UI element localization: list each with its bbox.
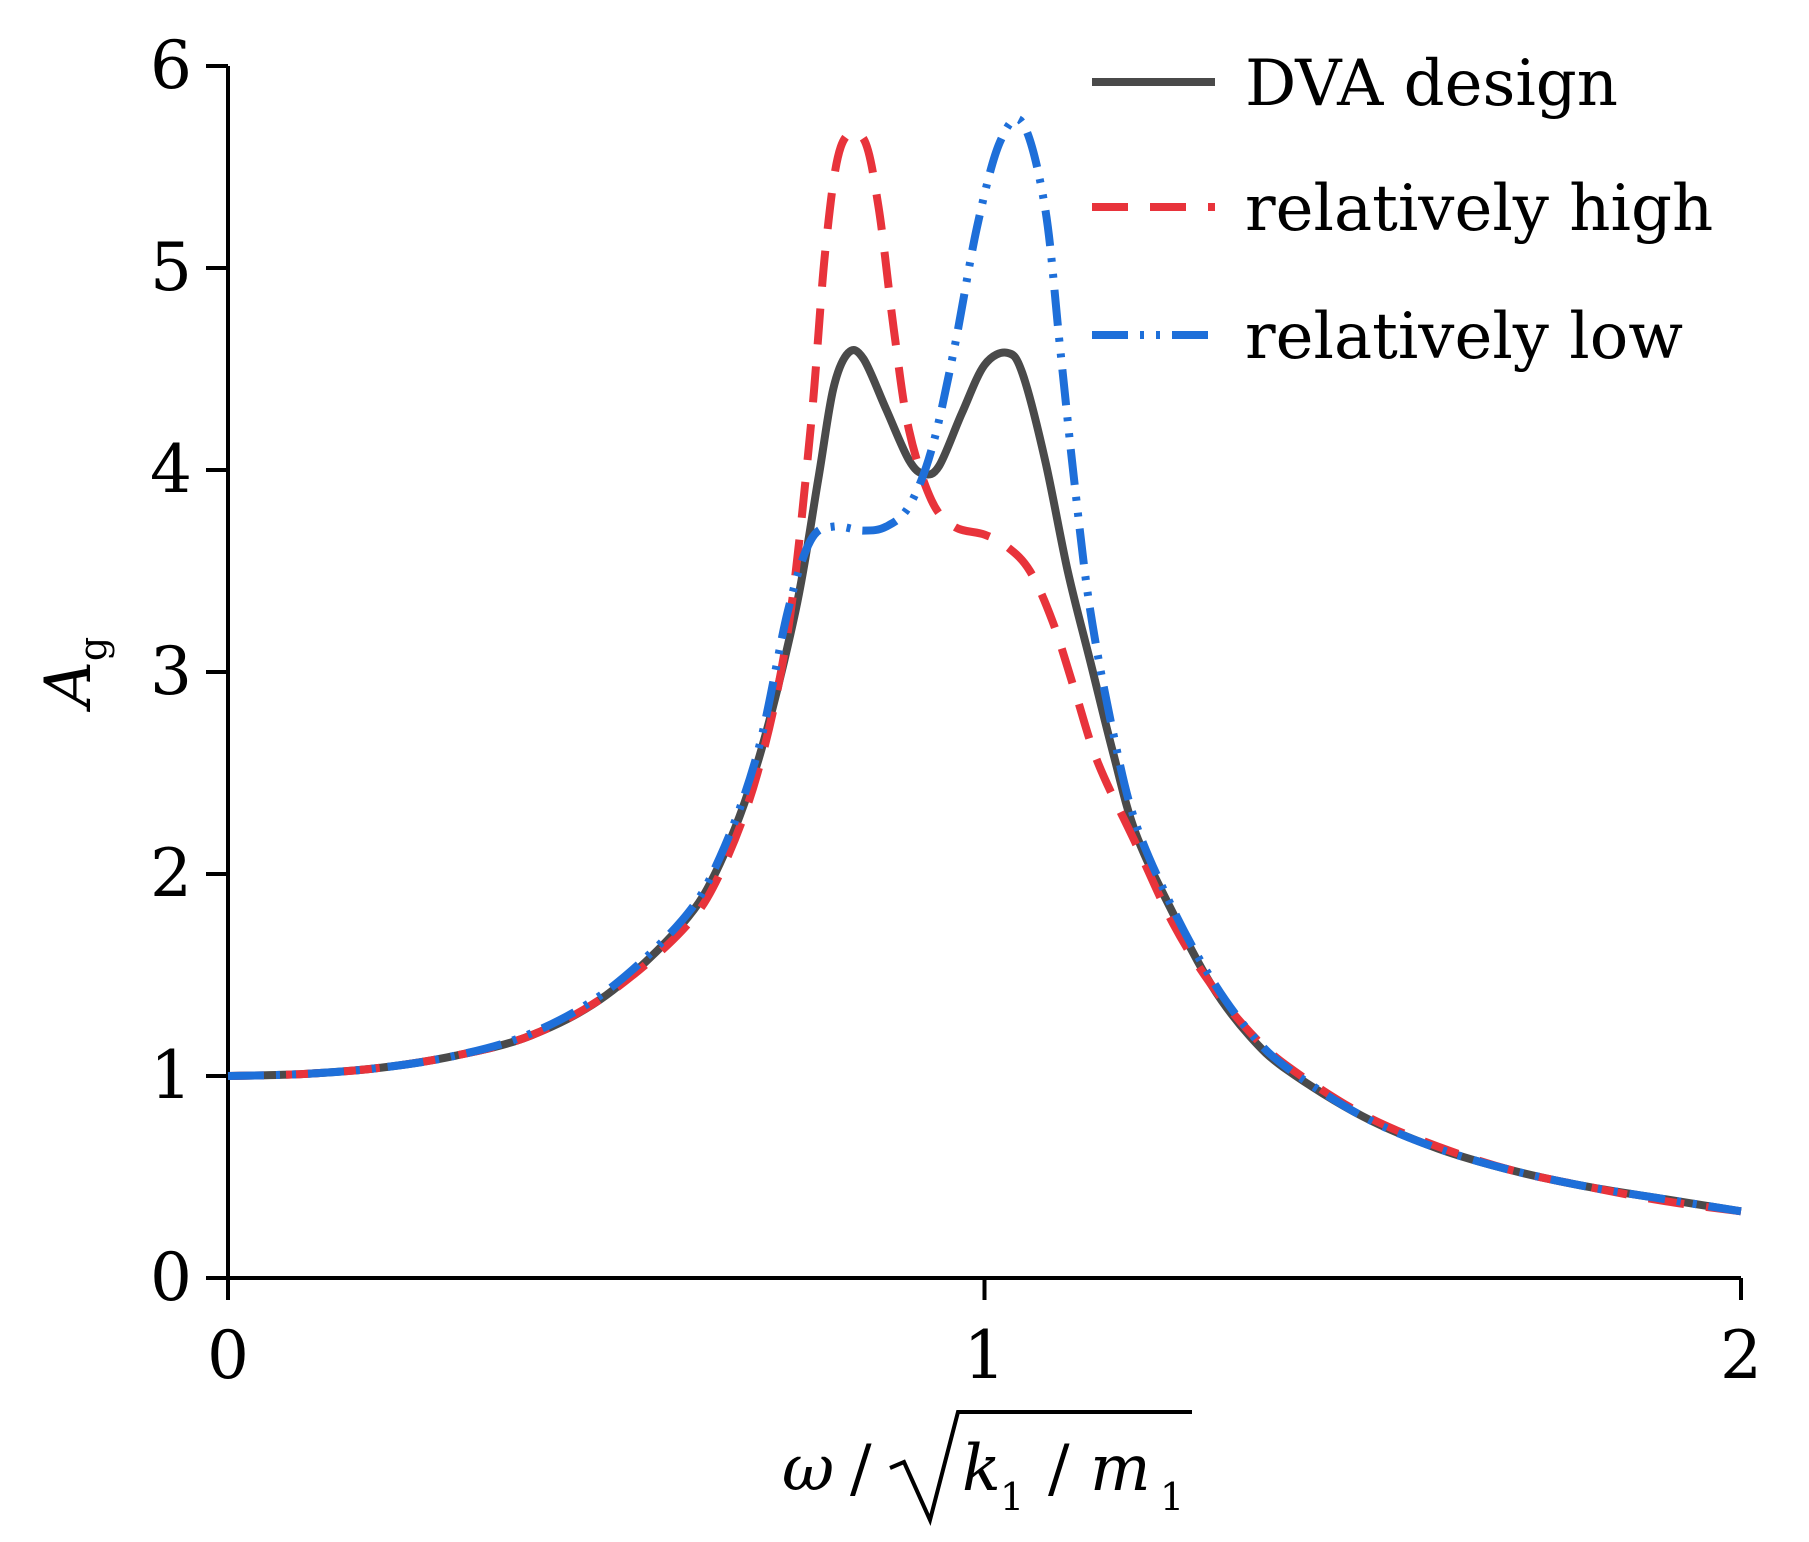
y-tick-label: 2 [150,835,192,912]
legend-label-relatively-high: relatively high [1245,172,1713,246]
series-line-relatively-high [227,128,1742,1216]
y-tick-label: 3 [150,633,192,710]
x-label-omega: ω [782,1432,834,1506]
series-layer [227,114,1742,1216]
x-label-slash1: / [850,1432,872,1506]
x-axis-label: ω / k 1 / m 1 [782,1410,1192,1527]
svg-text:Ag: Ag [32,637,115,713]
x-label-m: m [1090,1432,1151,1506]
x-label-slash2: / [1048,1432,1070,1506]
y-tick-label: 4 [150,431,192,508]
x-tick-label: 0 [207,1317,249,1394]
y-axis-label: Ag [32,637,115,713]
y-tick-label: 6 [150,27,192,104]
legend-label-relatively-low: relatively low [1245,300,1683,374]
x-tick-label: 1 [964,1317,1006,1394]
x-ticks: 0 1 2 [207,1278,1762,1394]
y-label-main: A [32,661,106,712]
x-label-k: k [962,1432,1001,1506]
y-ticks: 0 1 2 3 4 5 6 [150,27,228,1316]
x-label-m-sub: 1 [1160,1475,1184,1519]
series-line-relatively-low [227,114,1742,1216]
y-tick-label: 5 [150,229,192,306]
y-label-sub: g [71,637,115,661]
legend-label-dva-design: DVA design [1245,47,1618,121]
x-label-k-sub: 1 [1000,1475,1024,1519]
y-tick-label: 1 [150,1037,192,1114]
sqrt-sign [889,1410,1192,1527]
y-tick-label: 0 [150,1239,192,1316]
series-line-dva-design [227,346,1742,1216]
x-tick-label: 2 [1720,1317,1762,1394]
legend: DVA design relatively high relatively lo… [1092,47,1713,374]
